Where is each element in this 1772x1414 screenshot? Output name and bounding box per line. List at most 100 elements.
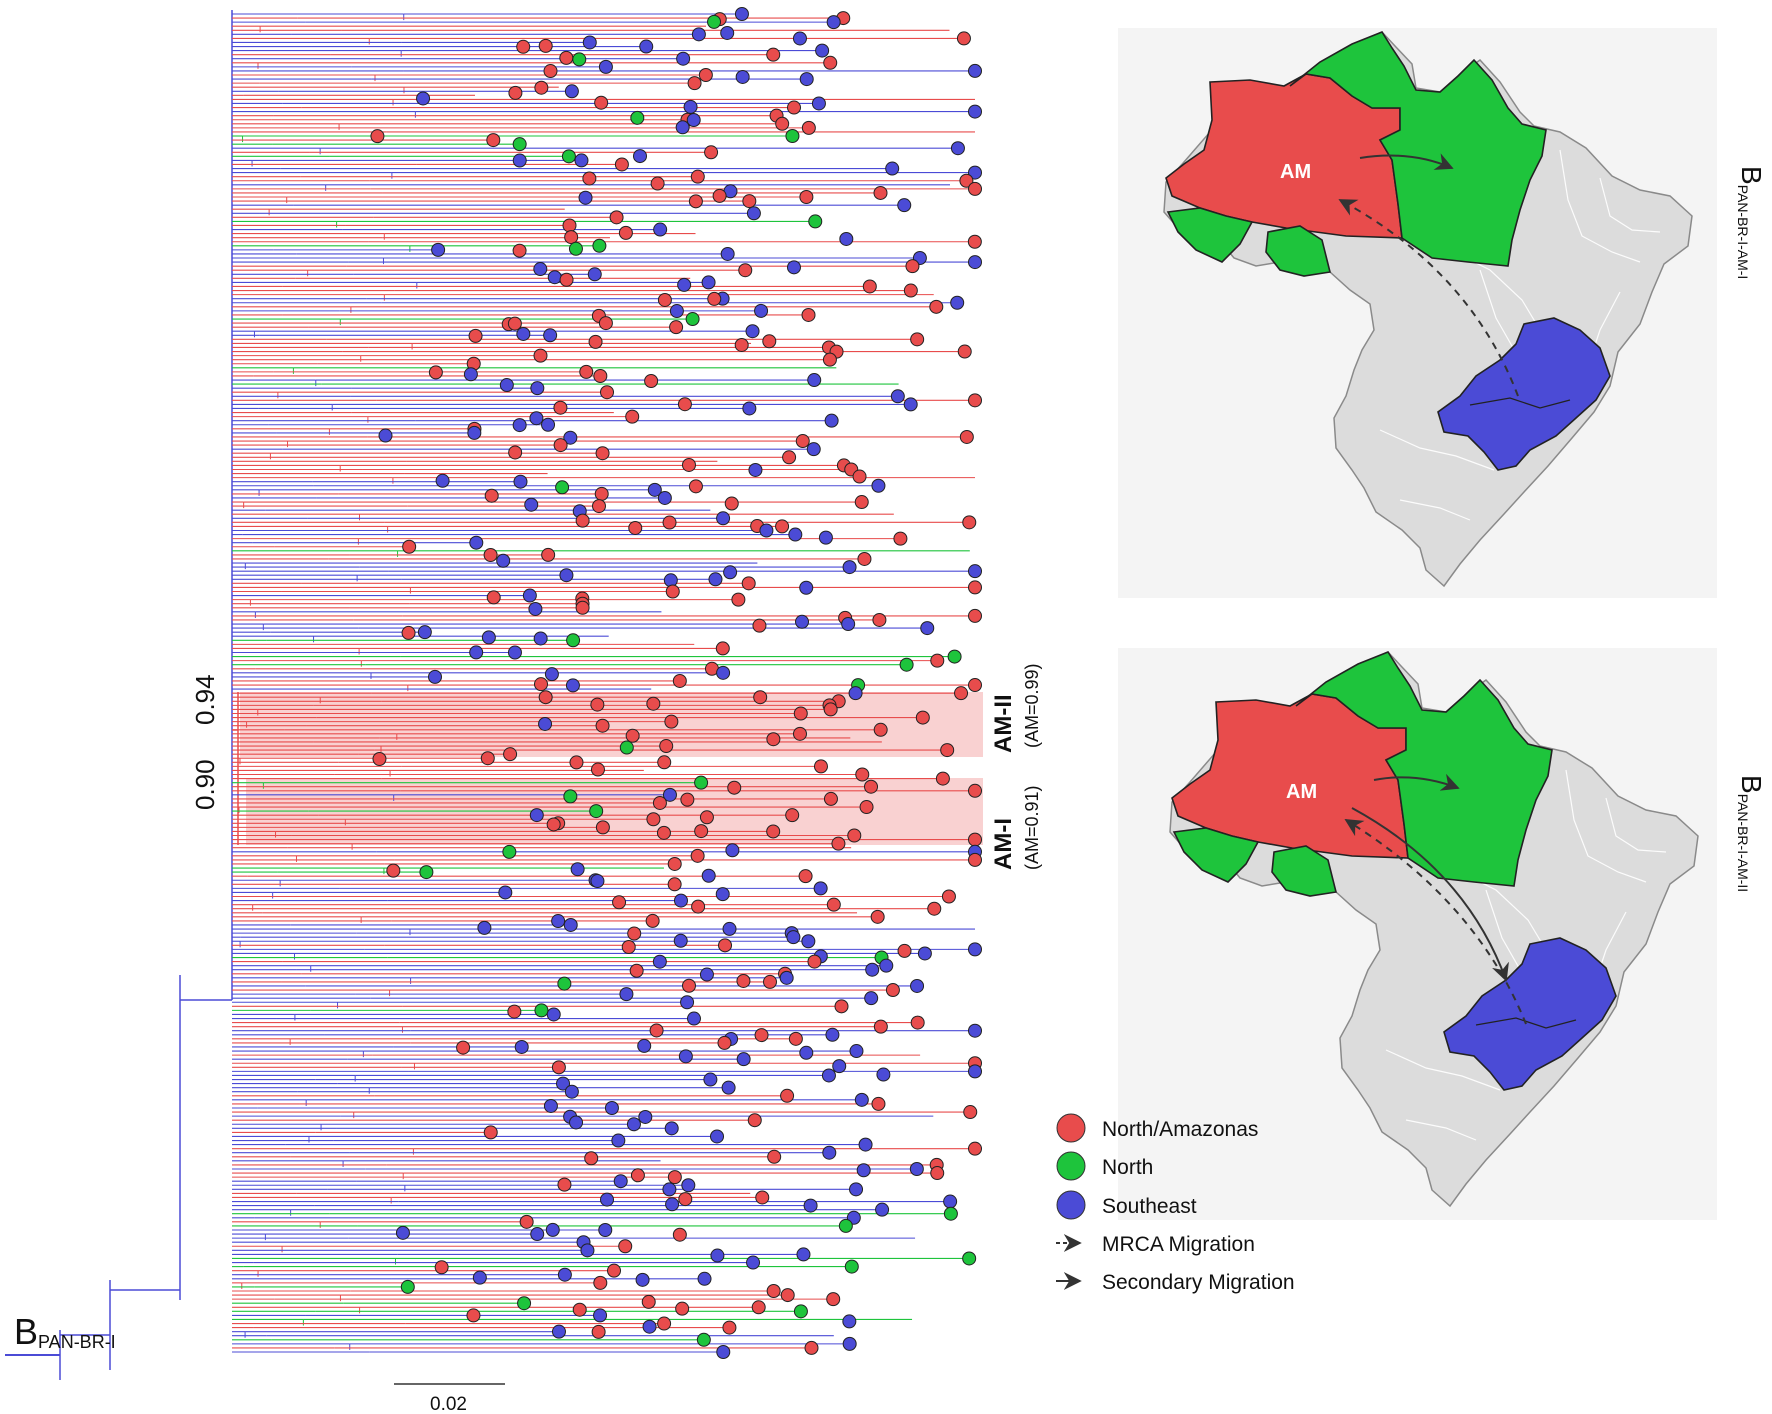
tree-tip xyxy=(588,334,603,349)
tree-tip xyxy=(799,580,814,595)
tree-tip xyxy=(431,242,446,257)
tree-tip xyxy=(503,747,518,762)
tree-tip xyxy=(598,1222,613,1237)
tree-tip xyxy=(704,145,719,160)
tree-tip xyxy=(745,324,760,339)
tree-tip xyxy=(512,153,527,168)
tree-tip xyxy=(628,520,643,535)
tree-tip xyxy=(968,1023,982,1038)
tree-tip xyxy=(780,1288,795,1303)
tree-tip xyxy=(681,457,696,472)
tree-tip xyxy=(957,344,972,359)
mrca-migration-arrow xyxy=(1344,819,1527,1025)
tree-tip xyxy=(779,970,794,985)
tree-tip xyxy=(386,863,401,878)
tree-tip xyxy=(736,1052,751,1067)
tree-tip xyxy=(607,1263,622,1278)
tree-tip xyxy=(723,565,738,580)
tree-tip xyxy=(625,409,640,424)
tree-tip xyxy=(589,804,604,819)
tree-tip xyxy=(763,974,778,989)
tree-tip xyxy=(507,645,522,660)
tree-tip xyxy=(524,497,539,512)
tree-tip xyxy=(652,795,667,810)
tree-tip xyxy=(947,649,962,664)
tree-tip xyxy=(592,238,607,253)
tree-tip xyxy=(935,771,950,786)
tree-tip xyxy=(801,934,816,949)
tree-tip xyxy=(785,129,800,144)
tree-tip xyxy=(897,198,912,213)
tree-tip xyxy=(785,808,800,823)
tree-tip xyxy=(967,234,982,249)
tree-tip xyxy=(618,1239,633,1254)
tree-tip xyxy=(598,59,613,74)
tree-tip xyxy=(502,844,517,859)
tree-tip xyxy=(665,584,680,599)
tree-tip xyxy=(574,153,589,168)
tree-tip xyxy=(543,328,558,343)
tree-tip xyxy=(751,1300,766,1315)
tree-tip xyxy=(657,1316,672,1331)
tree-tip xyxy=(707,291,722,306)
tree-tip xyxy=(927,901,942,916)
tree-tip xyxy=(557,976,572,991)
tree-tip xyxy=(893,531,908,546)
tree-tip xyxy=(959,429,974,444)
tree-tip xyxy=(792,31,807,46)
tree-tip xyxy=(691,27,706,42)
tree-tip xyxy=(546,1007,561,1022)
tree-tip xyxy=(903,283,918,298)
tree-tip xyxy=(519,1214,534,1229)
tree-tip xyxy=(742,194,757,209)
tree-tip xyxy=(656,825,671,840)
tree-tip xyxy=(699,967,714,982)
tree-tip xyxy=(657,755,672,770)
tree-tip xyxy=(910,1015,925,1030)
tree-tip xyxy=(963,1105,978,1120)
legend-swatch-north xyxy=(1056,1151,1086,1181)
tree-tip xyxy=(564,84,579,99)
tree-tip xyxy=(842,1314,857,1329)
tree-tip xyxy=(826,1292,841,1307)
tree-tip xyxy=(870,909,885,924)
tree-tip xyxy=(533,677,548,692)
tree-tip xyxy=(600,1192,615,1207)
tree-tip xyxy=(664,1121,679,1136)
tree-tip xyxy=(673,933,688,948)
tree-tip xyxy=(559,50,574,65)
tree-tip xyxy=(667,1170,682,1185)
tree-tip xyxy=(575,600,590,615)
tree-tip xyxy=(734,337,749,352)
tree-tip xyxy=(533,262,548,277)
tree-tip xyxy=(694,824,709,839)
tree-tip xyxy=(507,316,522,331)
tree-tip xyxy=(584,1151,599,1166)
tree-tip xyxy=(775,519,790,534)
tree-tip xyxy=(683,99,698,114)
tree-tips xyxy=(370,7,982,1359)
phylogenetic-tree: BPAN-BR-I 0.94 0.90 AM-II (AM=0.99) AM-I… xyxy=(5,7,1042,1414)
tree-tip xyxy=(653,222,668,237)
tree-tip xyxy=(748,462,763,477)
tree-tip xyxy=(522,588,537,603)
tree-tip xyxy=(873,722,888,737)
tree-tip xyxy=(669,304,684,319)
tree-tip xyxy=(724,496,739,511)
tree-tip xyxy=(416,91,431,106)
tree-tip xyxy=(594,486,609,501)
legend-swatch-southeast xyxy=(1056,1190,1086,1220)
tree-tip xyxy=(687,76,702,91)
tree-tip xyxy=(595,718,610,733)
tree-root-label: BPAN-BR-I xyxy=(14,1311,116,1352)
map-label-am-i: BPAN-BR-I-AM-I xyxy=(1735,166,1767,279)
tree-tip xyxy=(647,482,662,497)
tree-tip xyxy=(710,1248,725,1263)
tree-tip xyxy=(780,1088,795,1103)
tree-tip xyxy=(940,743,955,758)
tree-tip xyxy=(650,176,665,191)
tree-tip xyxy=(690,169,705,184)
tree-tip xyxy=(402,539,417,554)
tree-tip xyxy=(517,1296,532,1311)
clade-label-am-ii: AM-II xyxy=(990,694,1017,753)
